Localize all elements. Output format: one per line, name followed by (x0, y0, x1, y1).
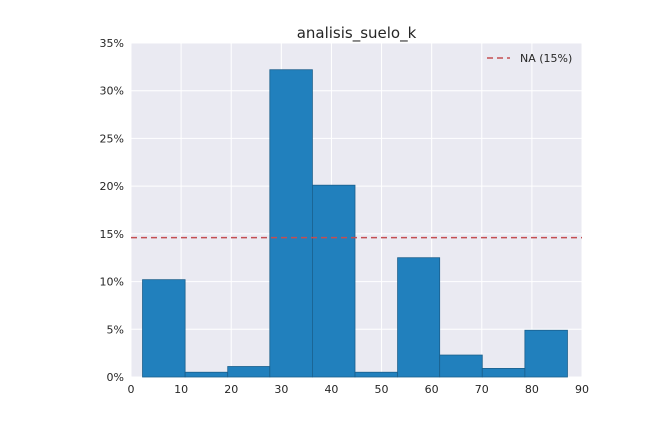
histogram-bar (269, 69, 313, 378)
legend: NA (15%) (487, 52, 572, 65)
x-tick-label: 20 (224, 383, 238, 396)
histogram-bar (184, 371, 229, 378)
x-tick-label: 70 (475, 383, 489, 396)
chart-title: analisis_suelo_k (297, 24, 417, 43)
y-tick-label: 25% (100, 132, 124, 145)
histogram-bar (227, 366, 271, 378)
y-axis-ticks: 0% 5% 10% 15% 20% 25% 30% 35% (100, 37, 124, 384)
plot-area (131, 43, 582, 377)
x-tick-label: 80 (525, 383, 539, 396)
histogram-bar (481, 368, 526, 378)
x-tick-label: 90 (575, 383, 589, 396)
histogram-bar (312, 184, 356, 378)
histogram-bar (354, 371, 398, 378)
y-tick-label: 30% (100, 85, 124, 98)
y-tick-label: 20% (100, 180, 124, 193)
x-axis-ticks: 0 10 20 30 40 50 60 70 80 90 (128, 383, 590, 396)
legend-label: NA (15%) (520, 52, 572, 65)
y-tick-label: 15% (100, 228, 124, 241)
histogram-bar (397, 257, 441, 378)
y-tick-label: 5% (107, 323, 124, 336)
x-tick-label: 50 (375, 383, 389, 396)
x-tick-label: 0 (128, 383, 135, 396)
y-tick-label: 35% (100, 37, 124, 50)
y-tick-label: 10% (100, 276, 124, 289)
x-tick-label: 30 (274, 383, 288, 396)
x-tick-label: 60 (425, 383, 439, 396)
y-tick-label: 0% (107, 371, 124, 384)
x-tick-label: 10 (174, 383, 188, 396)
histogram-bar (524, 329, 568, 378)
histogram-bar (142, 279, 186, 378)
histogram-bar (439, 354, 483, 378)
bars-group (142, 69, 568, 378)
x-tick-label: 40 (324, 383, 338, 396)
